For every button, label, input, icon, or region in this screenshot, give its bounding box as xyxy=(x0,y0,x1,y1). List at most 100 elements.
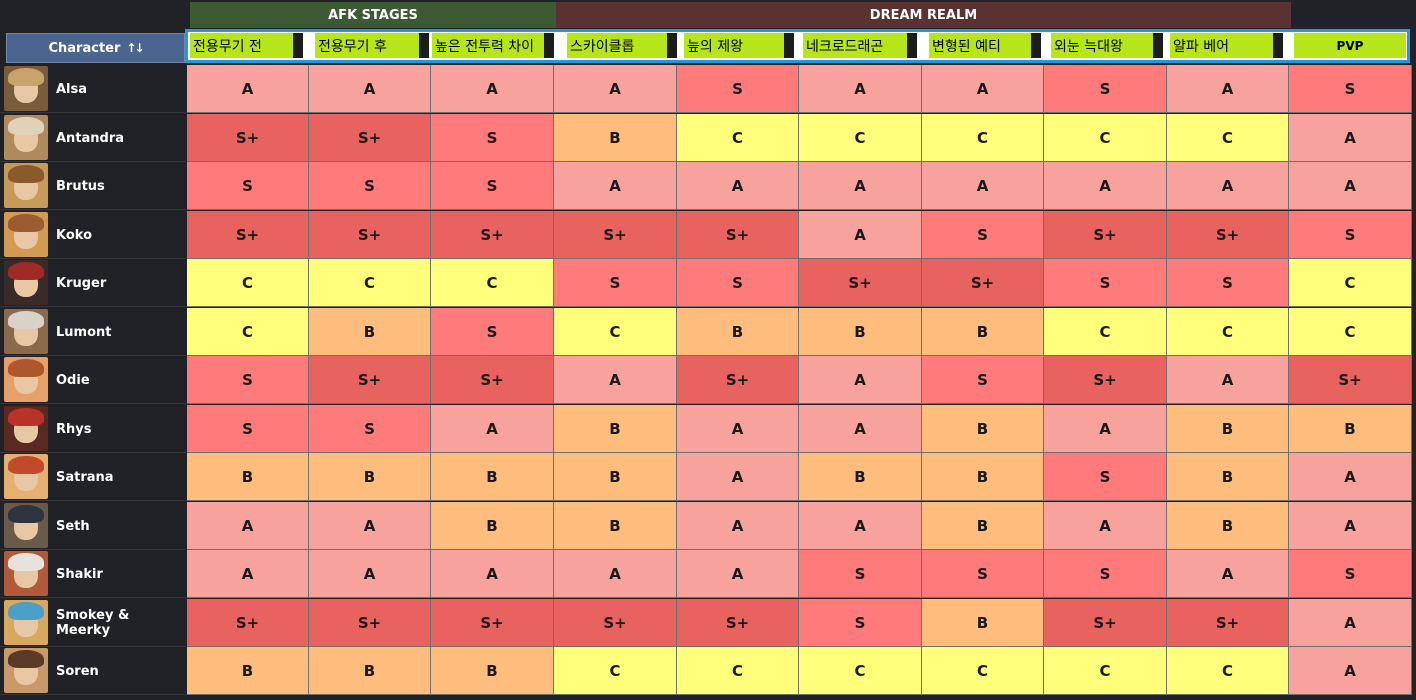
table-row: Satrana B B B B A B B S B A xyxy=(0,453,1416,501)
tier-cell: B xyxy=(1167,453,1289,501)
tier-cell: C xyxy=(677,647,799,695)
tier-cell: S+ xyxy=(187,114,309,162)
character-name: Kruger xyxy=(56,275,107,291)
character-cell[interactable]: Smokey & Meerky xyxy=(0,599,186,647)
tier-cell: S xyxy=(1289,65,1412,113)
column-header-label: 높은 전투력 차이 xyxy=(435,38,535,55)
tier-cell: A xyxy=(799,405,922,453)
character-name: Seth xyxy=(56,518,90,534)
character-cell[interactable]: Seth xyxy=(0,502,186,550)
column-header-8[interactable]: 외눈 늑대왕 xyxy=(1051,33,1163,58)
tier-cell: C xyxy=(1044,647,1167,695)
tier-cell: A xyxy=(799,65,922,113)
table-row: Kruger C C C S S S+ S+ S S C xyxy=(0,259,1416,307)
tier-cell: A xyxy=(431,405,554,453)
tier-cell: A xyxy=(799,356,922,404)
column-header-7[interactable]: 변형된 예티 xyxy=(929,33,1041,58)
tier-cell: B xyxy=(554,502,677,550)
tier-cell: C xyxy=(799,114,922,162)
character-cell[interactable]: Satrana xyxy=(0,453,186,501)
character-avatar xyxy=(4,357,48,402)
tier-cell: B xyxy=(309,647,431,695)
tier-cell: B xyxy=(799,308,922,356)
tier-cell: S xyxy=(1044,259,1167,307)
character-avatar xyxy=(4,406,48,451)
tier-cell: C xyxy=(1289,259,1412,307)
column-header-6[interactable]: 네크로드래곤 xyxy=(803,33,917,58)
tier-cell: A xyxy=(922,65,1044,113)
character-cell[interactable]: Odie xyxy=(0,356,186,404)
tier-cell: C xyxy=(1167,114,1289,162)
tier-cell: S+ xyxy=(431,599,554,647)
character-cell[interactable]: Soren xyxy=(0,647,186,695)
avatar-hair xyxy=(8,650,44,668)
character-cell[interactable]: Brutus xyxy=(0,162,186,210)
tier-cell: B xyxy=(922,308,1044,356)
column-header-9[interactable]: 얄파 베어 xyxy=(1170,33,1283,58)
tier-cell: A xyxy=(187,550,309,598)
avatar-hair xyxy=(8,456,44,474)
tier-cell: C xyxy=(922,114,1044,162)
character-cell[interactable]: Antandra xyxy=(0,114,186,162)
character-avatar xyxy=(4,551,48,596)
table-row: Alsa A A A A S A A S A S xyxy=(0,65,1416,113)
column-header-4[interactable]: 스카이클롭 xyxy=(567,33,677,58)
tier-cell: B xyxy=(309,308,431,356)
character-cell[interactable]: Rhys xyxy=(0,405,186,453)
tier-cell: S xyxy=(1044,453,1167,501)
column-header-1[interactable]: 전용무기 전 xyxy=(190,33,303,58)
character-name: Rhys xyxy=(56,421,92,437)
tier-cell: A xyxy=(799,211,922,259)
character-cell[interactable]: Shakir xyxy=(0,550,186,598)
tier-cell: B xyxy=(922,599,1044,647)
tier-cell: B xyxy=(1167,502,1289,550)
tier-cell: B xyxy=(187,453,309,501)
character-name: Koko xyxy=(56,227,93,243)
avatar-hair xyxy=(8,165,44,183)
tier-cell: C xyxy=(1044,308,1167,356)
tier-cell: S xyxy=(187,162,309,210)
character-column-header[interactable]: Character ↑↓ xyxy=(6,33,185,63)
column-header-5[interactable]: 늪의 제왕 xyxy=(684,33,794,58)
tier-cell: A xyxy=(799,162,922,210)
table-row: Rhys S S A B A A B A B B xyxy=(0,405,1416,453)
avatar-hair xyxy=(8,553,44,571)
tier-cell: B xyxy=(431,502,554,550)
character-avatar xyxy=(4,454,48,499)
tier-cell: S+ xyxy=(1044,356,1167,404)
tier-cell: S+ xyxy=(187,599,309,647)
column-divider xyxy=(907,33,917,58)
column-header-2[interactable]: 전용무기 후 xyxy=(315,33,429,58)
character-avatar xyxy=(4,309,48,354)
character-avatar xyxy=(4,212,48,257)
column-header-10[interactable]: PVP xyxy=(1294,33,1406,58)
column-header-3[interactable]: 높은 전투력 차이 xyxy=(432,33,554,58)
tier-cell: S xyxy=(922,211,1044,259)
character-name: Satrana xyxy=(56,469,114,485)
character-name: Odie xyxy=(56,372,90,388)
tier-cell: A xyxy=(1167,550,1289,598)
character-cell[interactable]: Koko xyxy=(0,211,186,259)
table-row: Lumont C B S C B B B C C C xyxy=(0,308,1416,356)
tier-cell: S+ xyxy=(677,211,799,259)
tier-cell: C xyxy=(1167,308,1289,356)
column-header-label: 늪의 제왕 xyxy=(687,38,743,55)
column-header-label: 스카이클롭 xyxy=(570,38,635,55)
tier-cell: S xyxy=(1044,65,1167,113)
sort-icon[interactable]: ↑↓ xyxy=(126,41,144,55)
column-divider xyxy=(1153,33,1163,58)
tier-cell: A xyxy=(554,65,677,113)
tier-cell: S+ xyxy=(309,356,431,404)
character-cell[interactable]: Alsa xyxy=(0,65,186,113)
column-header-label: 변형된 예티 xyxy=(932,38,1001,55)
tier-cell: B xyxy=(309,453,431,501)
tier-cell: S xyxy=(187,405,309,453)
tier-cell: S+ xyxy=(309,211,431,259)
tier-cell: S xyxy=(677,65,799,113)
tier-cell: A xyxy=(922,162,1044,210)
tier-cell: C xyxy=(677,114,799,162)
character-cell[interactable]: Lumont xyxy=(0,308,186,356)
tier-cell: B xyxy=(431,647,554,695)
tier-cell: S xyxy=(922,550,1044,598)
character-cell[interactable]: Kruger xyxy=(0,259,186,307)
